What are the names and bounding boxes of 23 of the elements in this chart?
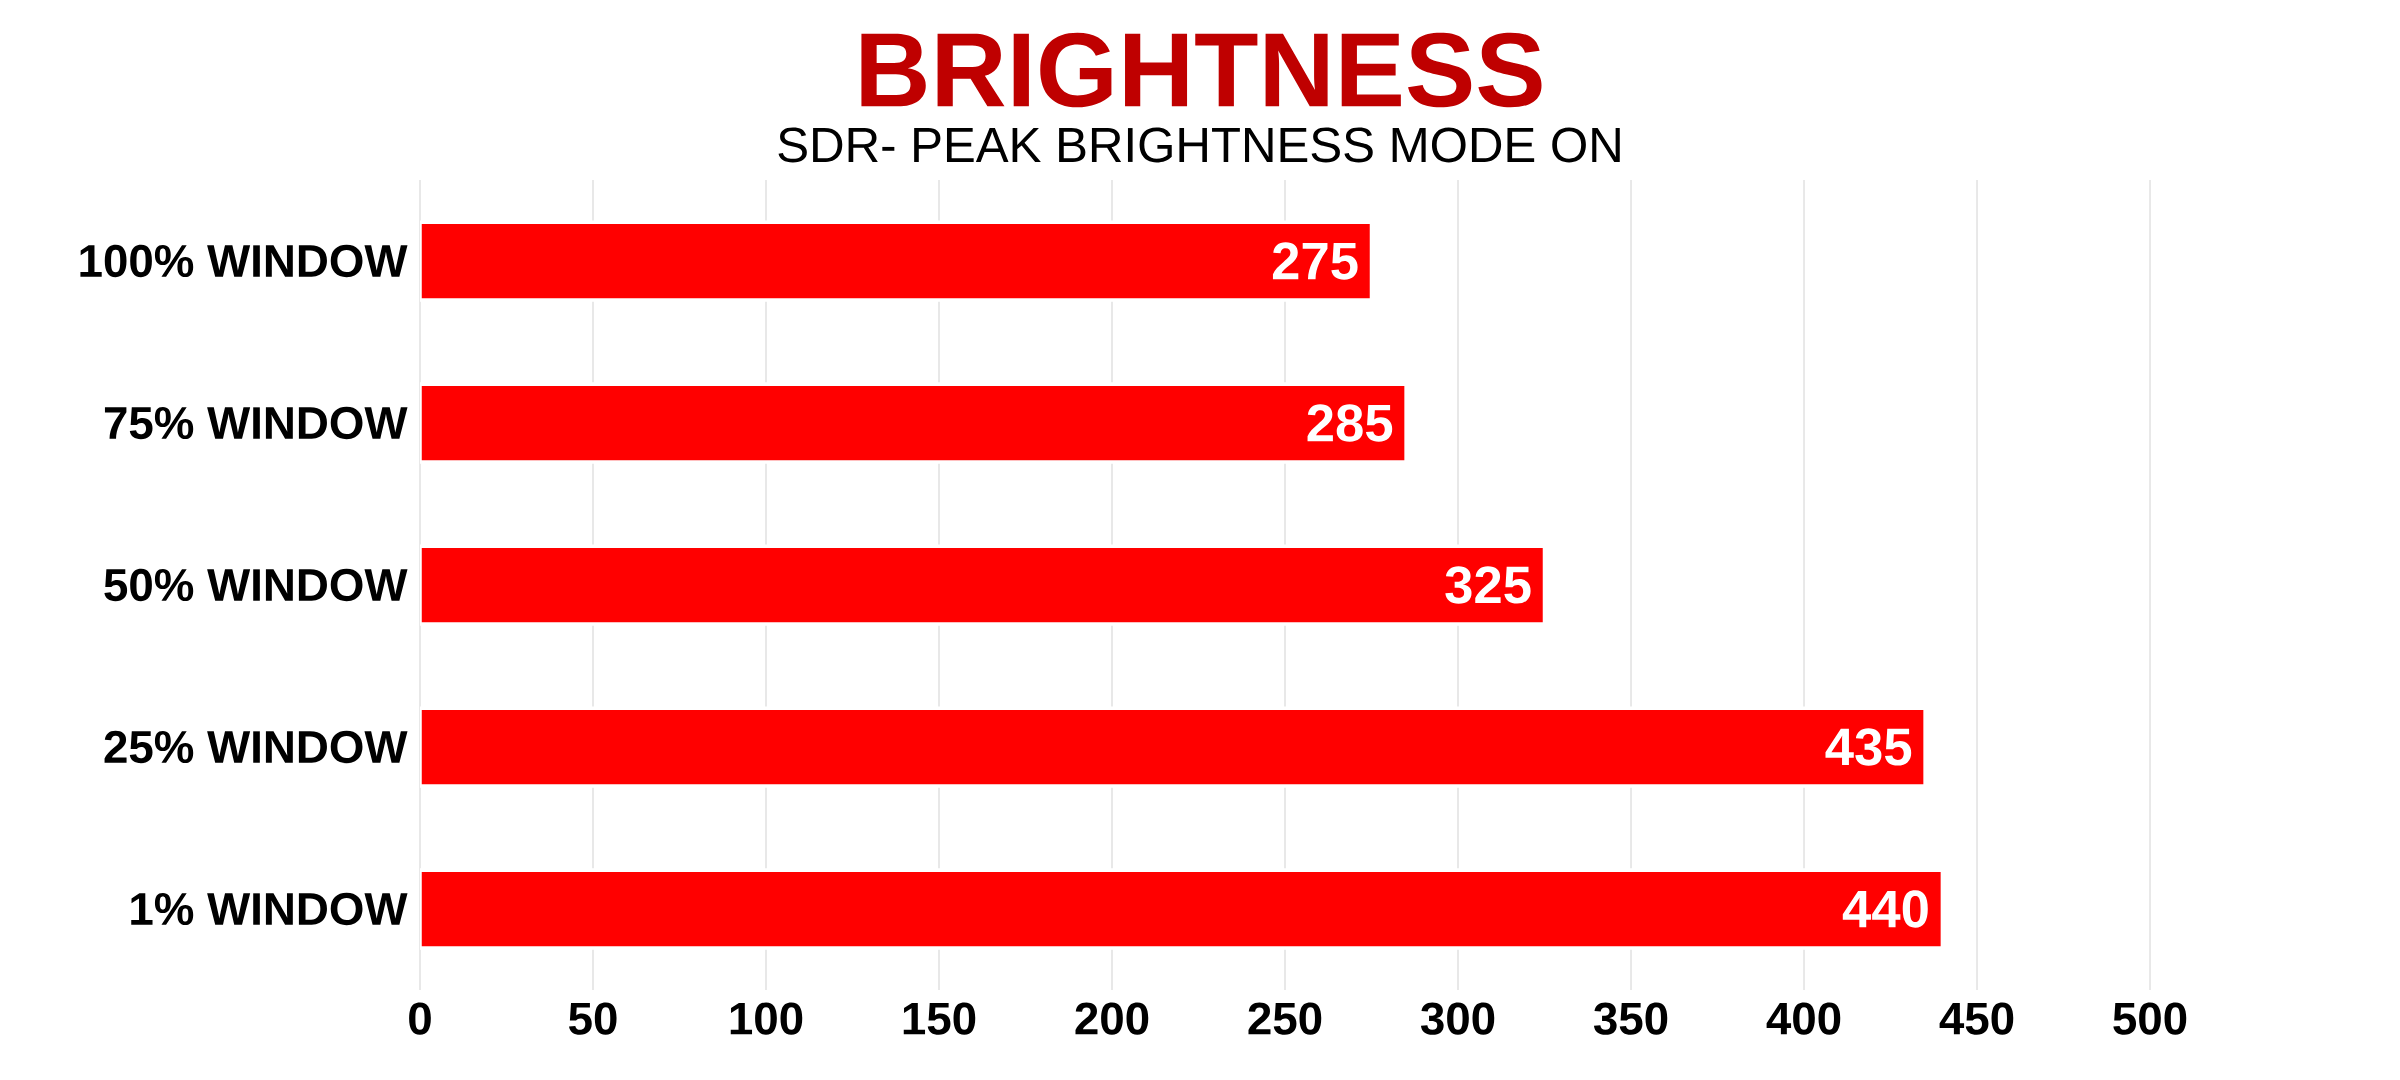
- chart-title: BRIGHTNESS: [861, 32, 1542, 108]
- x-tick-label: 500: [2113, 1002, 2187, 1035]
- x-tick-label: 400: [1766, 1002, 1841, 1035]
- x-tick-label: 200: [1075, 1002, 1149, 1035]
- data-label: 285: [1307, 404, 1393, 442]
- x-tick-label: 450: [1939, 1002, 2014, 1035]
- y-tick-label: 100% WINDOW: [80, 244, 408, 278]
- y-tick-label: 25% WINDOW: [104, 730, 408, 764]
- x-tick-label: 350: [1593, 1002, 1668, 1035]
- x-tick-label: 250: [1248, 1002, 1322, 1035]
- chart-subtitle: SDR- PEAK BRIGHTNESS MODE ON: [778, 127, 1620, 163]
- y-tick-label: 50% WINDOW: [104, 568, 408, 602]
- y-tick-label: 1% WINDOW: [131, 892, 408, 926]
- data-label: 275: [1272, 242, 1358, 280]
- y-tick-label: 75% WINDOW: [104, 406, 408, 440]
- x-tick-label: 50: [569, 1002, 617, 1035]
- x-tick-label: 150: [903, 1002, 976, 1035]
- data-label: 440: [1842, 890, 1928, 928]
- x-tick-label: 0: [409, 1002, 431, 1035]
- data-label: 325: [1445, 566, 1531, 604]
- x-tick-label: 100: [730, 1002, 803, 1035]
- data-label: 435: [1825, 728, 1912, 766]
- x-tick-label: 300: [1420, 1002, 1495, 1035]
